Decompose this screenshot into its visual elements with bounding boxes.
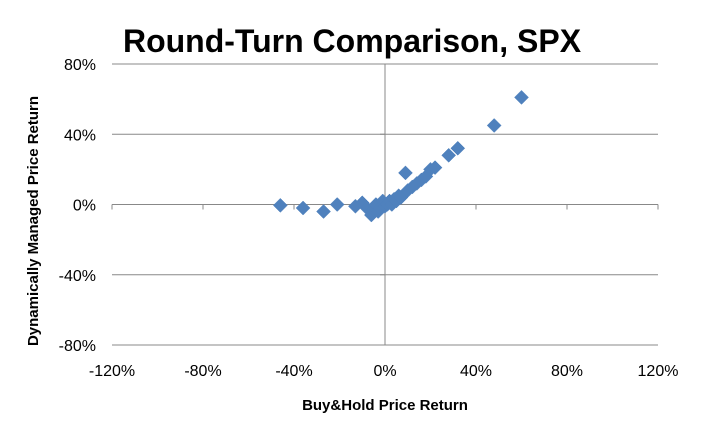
data-point [272,198,288,213]
x-tick-labels: -120% -80% -40% 0% 40% 80% 120% [89,363,679,380]
y-tick-labels: -80% -40% 0% 40% 80% [59,57,96,355]
x-tick-label: 40% [460,363,492,380]
data-point [514,90,529,105]
data-point [427,160,443,175]
data-point [398,165,413,181]
y-tick-label: -40% [59,268,96,285]
x-tick-label: -40% [275,363,312,380]
x-tick-label: 120% [638,363,679,380]
data-point [295,200,311,216]
data-point [329,197,345,212]
data-points [272,90,529,223]
y-tick-label: 0% [73,198,96,215]
chart-title: Round-Turn Comparison, SPX [123,23,582,59]
x-tick-label: -120% [89,363,135,380]
y-tick-label: 40% [64,127,96,144]
x-tick-label: -80% [184,363,221,380]
y-axis-title: Dynamically Managed Price Return [25,96,42,346]
y-tick-label: -80% [59,338,96,355]
data-point [450,140,466,156]
data-point [441,147,457,163]
x-tick-label: 80% [551,363,583,380]
x-axis-title: Buy&Hold Price Return [302,397,468,414]
y-tick-label: 80% [64,57,96,74]
data-point [486,118,502,133]
data-point [316,204,331,219]
x-tick-label: 0% [373,363,396,380]
